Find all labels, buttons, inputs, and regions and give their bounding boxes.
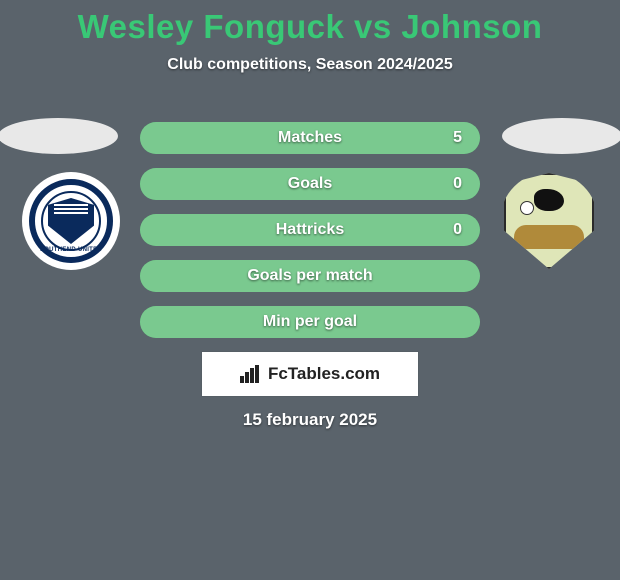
away-crest-icon <box>504 173 594 269</box>
stat-bar-goals-per-match: Goals per match <box>140 260 480 292</box>
player-left-portrait <box>0 118 118 154</box>
stat-label: Min per goal <box>263 313 357 331</box>
stat-bars: Matches 5 Goals 0 Hattricks 0 Goals per … <box>140 122 480 352</box>
stat-bar-min-per-goal: Min per goal <box>140 306 480 338</box>
stat-bar-hattricks: Hattricks 0 <box>140 214 480 246</box>
stat-bar-matches: Matches 5 <box>140 122 480 154</box>
watermark-text: FcTables.com <box>268 364 380 384</box>
subtitle: Club competitions, Season 2024/2025 <box>0 56 620 74</box>
stat-label: Hattricks <box>276 221 344 239</box>
stat-label: Goals per match <box>247 267 372 285</box>
player-right-portrait <box>502 118 620 154</box>
stat-value-right: 5 <box>453 129 462 147</box>
stat-label: Matches <box>278 129 342 147</box>
watermark: FcTables.com <box>202 352 418 396</box>
team-right-badge <box>500 172 598 270</box>
page-title: Wesley Fonguck vs Johnson <box>0 0 620 46</box>
generated-date: 15 february 2025 <box>0 410 620 430</box>
stat-label: Goals <box>288 175 332 193</box>
comparison-infographic: Wesley Fonguck vs Johnson Club competiti… <box>0 0 620 580</box>
stat-value-right: 0 <box>453 175 462 193</box>
team-left-badge: SOUTHEND UNITED <box>22 172 120 270</box>
stat-value-right: 0 <box>453 221 462 239</box>
bar-chart-icon <box>240 365 262 383</box>
southend-crest-icon: SOUTHEND UNITED <box>29 179 113 263</box>
stat-bar-goals: Goals 0 <box>140 168 480 200</box>
